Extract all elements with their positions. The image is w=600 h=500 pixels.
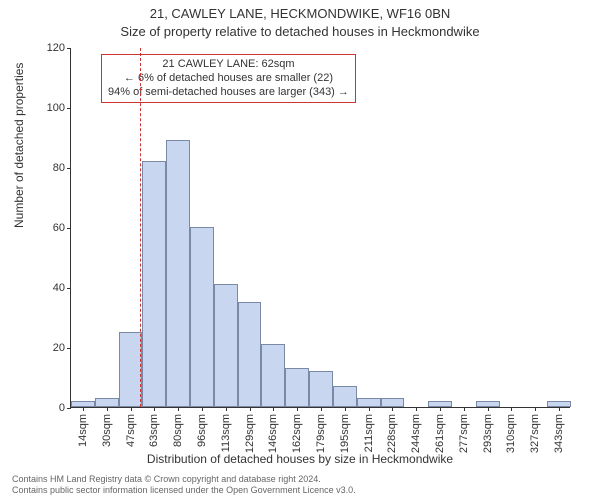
y-tick-label: 40 — [35, 282, 65, 294]
x-axis-label: Distribution of detached houses by size … — [0, 452, 600, 466]
y-tick-mark — [67, 168, 71, 169]
x-tick-label: 63sqm — [148, 414, 160, 447]
x-tick-mark — [131, 407, 132, 411]
histogram-bar — [238, 302, 262, 407]
x-tick-label: 146sqm — [267, 414, 279, 453]
x-tick-mark — [107, 407, 108, 411]
histogram-bar — [309, 371, 333, 407]
y-tick-label: 80 — [35, 162, 65, 174]
x-tick-mark — [250, 407, 251, 411]
x-tick-label: 277sqm — [458, 414, 470, 453]
y-tick-mark — [67, 288, 71, 289]
histogram-bar — [261, 344, 285, 407]
chart-title: 21, CAWLEY LANE, HECKMONDWIKE, WF16 0BN — [0, 6, 600, 21]
y-tick-mark — [67, 228, 71, 229]
y-tick-label: 100 — [35, 102, 65, 114]
x-tick-label: 310sqm — [505, 414, 517, 453]
y-tick-mark — [67, 348, 71, 349]
histogram-bar — [119, 332, 143, 407]
x-tick-label: 80sqm — [172, 414, 184, 447]
histogram-bar — [214, 284, 238, 407]
x-tick-label: 293sqm — [482, 414, 494, 453]
x-tick-mark — [226, 407, 227, 411]
y-tick-label: 120 — [35, 42, 65, 54]
x-tick-label: 261sqm — [434, 414, 446, 453]
attribution-line-2: Contains public sector information licen… — [12, 485, 356, 496]
y-tick-mark — [67, 108, 71, 109]
y-tick-mark — [67, 408, 71, 409]
histogram-bar — [333, 386, 357, 407]
x-tick-mark — [559, 407, 560, 411]
histogram-bar — [285, 368, 309, 407]
histogram-bar — [381, 398, 405, 407]
x-tick-mark — [464, 407, 465, 411]
y-tick-label: 0 — [35, 402, 65, 414]
plot-area: 21 CAWLEY LANE: 62sqm ← 6% of detached h… — [70, 48, 570, 408]
x-tick-label: 14sqm — [77, 414, 89, 447]
x-tick-mark — [369, 407, 370, 411]
histogram-bar — [190, 227, 214, 407]
x-tick-label: 179sqm — [315, 414, 327, 453]
x-tick-label: 96sqm — [196, 414, 208, 447]
x-tick-mark — [416, 407, 417, 411]
attribution-line-1: Contains HM Land Registry data © Crown c… — [12, 474, 356, 485]
x-tick-label: 211sqm — [363, 414, 375, 452]
x-tick-mark — [440, 407, 441, 411]
x-tick-label: 327sqm — [529, 414, 541, 453]
x-tick-label: 47sqm — [125, 414, 137, 447]
marker-line — [140, 48, 141, 407]
histogram-bar — [95, 398, 119, 407]
x-tick-mark — [392, 407, 393, 411]
x-tick-mark — [488, 407, 489, 411]
x-tick-mark — [511, 407, 512, 411]
x-tick-mark — [345, 407, 346, 411]
histogram-bar — [166, 140, 190, 407]
x-tick-label: 195sqm — [339, 414, 351, 453]
y-tick-mark — [67, 48, 71, 49]
x-tick-mark — [535, 407, 536, 411]
chart-subtitle: Size of property relative to detached ho… — [0, 24, 600, 39]
callout-line-3: 94% of semi-detached houses are larger (… — [108, 86, 349, 100]
chart-container: 21, CAWLEY LANE, HECKMONDWIKE, WF16 0BN … — [0, 0, 600, 500]
x-tick-mark — [178, 407, 179, 411]
histogram-bar — [142, 161, 166, 407]
x-tick-label: 129sqm — [244, 414, 256, 453]
callout-line-1: 21 CAWLEY LANE: 62sqm — [108, 58, 349, 72]
x-tick-mark — [83, 407, 84, 411]
x-tick-mark — [202, 407, 203, 411]
attribution: Contains HM Land Registry data © Crown c… — [12, 474, 356, 496]
x-tick-label: 30sqm — [101, 414, 113, 447]
x-tick-mark — [273, 407, 274, 411]
x-tick-mark — [321, 407, 322, 411]
y-axis-label: Number of detached properties — [12, 63, 26, 228]
callout-line-2: ← 6% of detached houses are smaller (22) — [108, 72, 349, 86]
y-tick-label: 60 — [35, 222, 65, 234]
x-tick-mark — [297, 407, 298, 411]
x-tick-label: 113sqm — [220, 414, 232, 452]
y-tick-label: 20 — [35, 342, 65, 354]
x-tick-label: 228sqm — [386, 414, 398, 453]
x-tick-mark — [154, 407, 155, 411]
x-tick-label: 343sqm — [553, 414, 565, 453]
histogram-bar — [357, 398, 381, 407]
x-tick-label: 244sqm — [410, 414, 422, 453]
x-tick-label: 162sqm — [291, 414, 303, 453]
